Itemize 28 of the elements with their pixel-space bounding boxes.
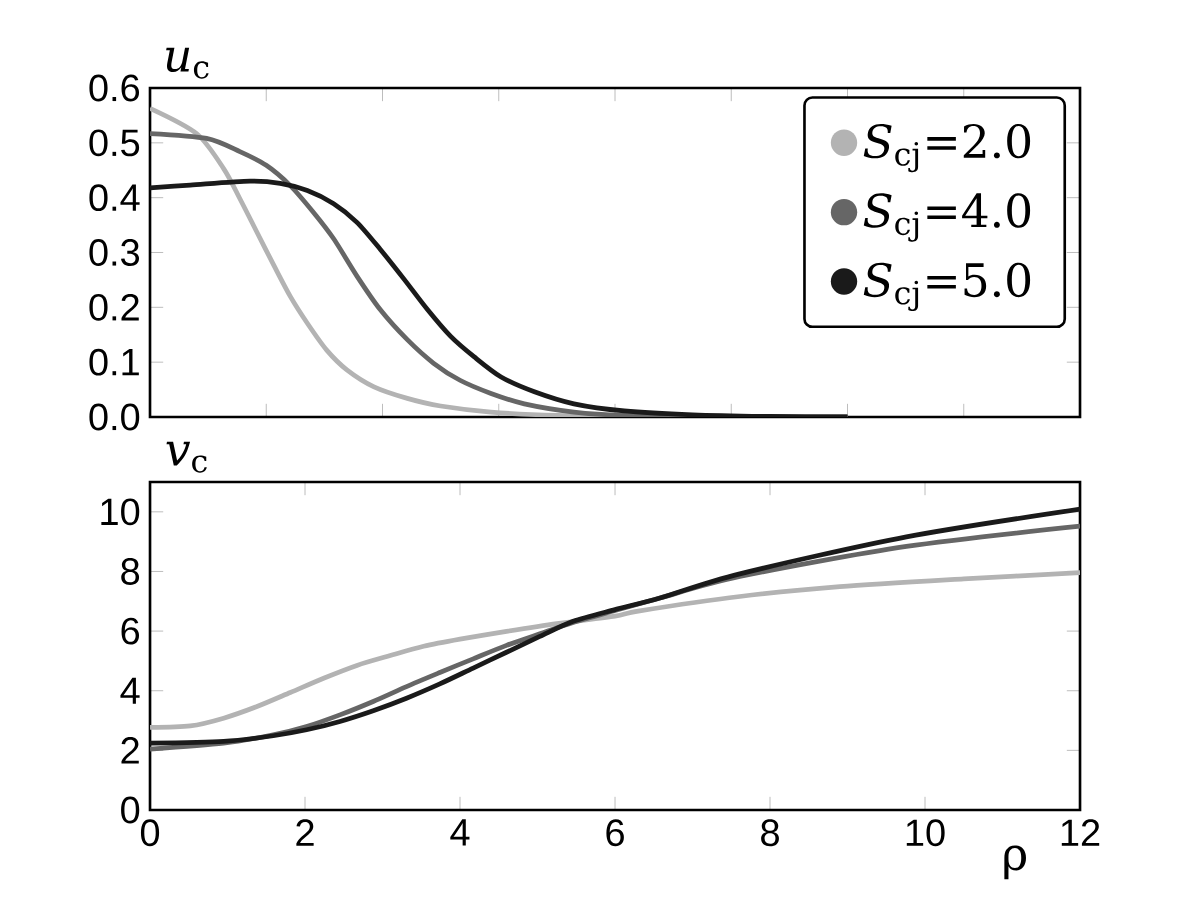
y-tick-label: 0.6: [89, 74, 140, 102]
y-axis-title: u$_{c}$: [166, 47, 209, 79]
y-tick-label: 0.4: [89, 184, 140, 212]
y-tick-label: 4: [120, 677, 140, 704]
y-axis-title: v$_{c}$: [166, 441, 207, 473]
y-tick-label: 0: [121, 796, 140, 824]
x-tick-label: 12: [1061, 819, 1100, 846]
y-tick-label: 6: [121, 617, 140, 645]
y-tick-label: 0.3: [89, 239, 140, 266]
y-tick-label: 10: [101, 498, 140, 526]
line-series: [150, 178, 850, 417]
x-tick-label: 0: [140, 819, 160, 847]
x-axis-title: ρ: [1004, 845, 1026, 880]
legend-label: S$_{cj}$=2.0: [863, 123, 1031, 173]
x-tick-label: 4: [450, 819, 470, 846]
legend-label: S$_{cj}$=4.0: [863, 193, 1031, 242]
line-series: [150, 570, 1081, 730]
x-tick-label: 10: [906, 819, 945, 847]
y-tick-label: 8: [121, 558, 140, 585]
y-tick-label: 0.5: [89, 129, 140, 157]
legend-label: S$_{cj}$=5.0: [863, 262, 1031, 312]
x-tick-label: 8: [761, 819, 779, 847]
y-tick-label: 0.0: [89, 403, 140, 431]
x-tick-label: 2: [296, 819, 314, 846]
y-tick-label: 2: [121, 737, 139, 764]
y-tick-label: 0.1: [89, 348, 139, 376]
y-tick-label: 0.2: [89, 293, 139, 321]
x-tick-label: 6: [606, 819, 624, 847]
